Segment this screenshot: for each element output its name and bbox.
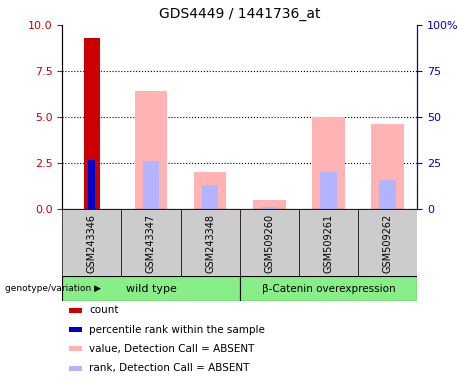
Bar xyxy=(240,276,417,301)
Text: genotype/variation ▶: genotype/variation ▶ xyxy=(5,285,100,293)
Text: rank, Detection Call = ABSENT: rank, Detection Call = ABSENT xyxy=(89,363,249,373)
Bar xyxy=(62,209,121,276)
Text: value, Detection Call = ABSENT: value, Detection Call = ABSENT xyxy=(89,344,254,354)
Text: GSM509262: GSM509262 xyxy=(383,214,393,273)
Title: GDS4449 / 1441736_at: GDS4449 / 1441736_at xyxy=(159,7,320,21)
Text: wild type: wild type xyxy=(125,284,177,294)
Bar xyxy=(372,124,404,209)
Bar xyxy=(88,159,95,209)
Bar xyxy=(69,346,82,351)
Bar xyxy=(135,91,167,209)
Text: GSM509261: GSM509261 xyxy=(324,214,333,273)
Bar xyxy=(194,172,226,209)
Text: GSM243346: GSM243346 xyxy=(87,214,97,273)
Bar xyxy=(69,308,82,313)
Bar xyxy=(299,209,358,276)
Text: GSM509260: GSM509260 xyxy=(264,214,274,273)
Bar xyxy=(83,38,100,209)
Bar xyxy=(143,161,159,209)
Bar xyxy=(312,117,345,209)
Text: percentile rank within the sample: percentile rank within the sample xyxy=(89,324,265,334)
Bar xyxy=(358,209,417,276)
Bar xyxy=(320,172,337,209)
Bar xyxy=(202,185,219,209)
Bar xyxy=(240,209,299,276)
Bar xyxy=(69,366,82,371)
Text: β-Catenin overexpression: β-Catenin overexpression xyxy=(262,284,395,294)
Bar xyxy=(253,200,285,209)
Text: GSM243348: GSM243348 xyxy=(205,214,215,273)
Text: count: count xyxy=(89,305,119,315)
Bar xyxy=(261,207,278,209)
Bar xyxy=(69,327,82,332)
Bar xyxy=(379,180,396,209)
Text: GSM243347: GSM243347 xyxy=(146,214,156,273)
Bar xyxy=(62,276,240,301)
Bar xyxy=(181,209,240,276)
Bar xyxy=(121,209,181,276)
